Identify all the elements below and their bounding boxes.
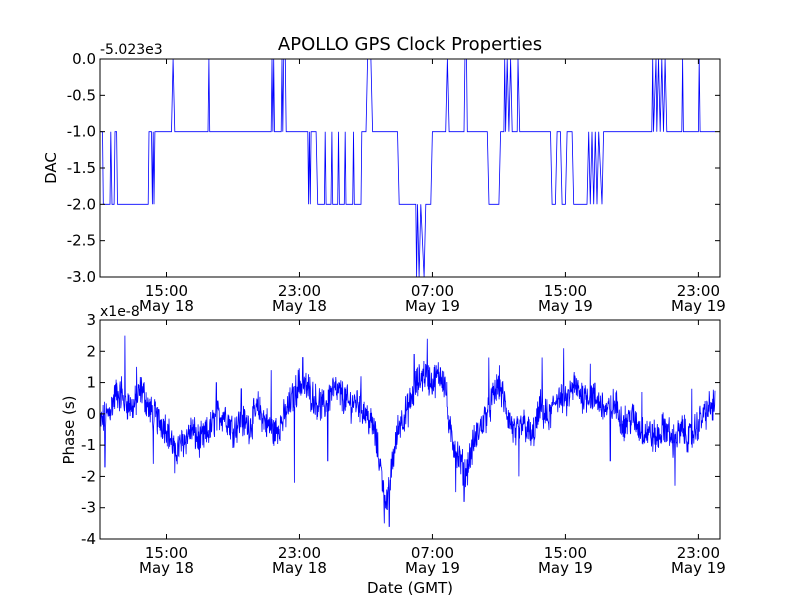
xtick-time-label: 07:00	[411, 544, 454, 562]
xtick-date-label: May 19	[538, 559, 593, 577]
bottom-offset-label: x1e-8	[100, 304, 140, 320]
chart-title: APOLLO GPS Clock Properties	[278, 34, 542, 55]
xtick-date-label: May 19	[538, 297, 593, 315]
xtick-date-label: May 19	[405, 559, 460, 577]
ytick-label: -1	[81, 436, 96, 454]
xtick-date-label: May 19	[671, 559, 726, 577]
ytick-label: 3	[86, 311, 96, 329]
xtick-time-label: 15:00	[145, 282, 188, 300]
top-plot: -5.023e3 DAC 0.0 -0.5 -1.0 -1.5 -2.0 -2.5 -3.0…	[42, 42, 726, 315]
ytick-label: -1.0	[67, 123, 96, 141]
top-offset-label: -5.023e3	[100, 42, 163, 58]
bottom-ylabel: Phase (s)	[60, 395, 78, 464]
ytick-label: -2.0	[67, 195, 96, 213]
ytick-label: 2	[86, 342, 96, 360]
xtick-time-label: 23:00	[278, 282, 321, 300]
ytick-label: -1.5	[67, 159, 96, 177]
ytick-label: -4	[81, 530, 96, 548]
xtick-date-label: May 19	[405, 297, 460, 315]
ytick-label: -2	[81, 467, 96, 485]
xtick-time-label: 07:00	[411, 282, 454, 300]
ytick-label: -3.0	[67, 268, 96, 286]
xtick-time-label: 23:00	[677, 282, 720, 300]
bottom-plot-frame	[99, 319, 721, 540]
xtick-date-label: May 19	[671, 297, 726, 315]
xtick-time-label: 23:00	[677, 544, 720, 562]
ytick-label: 1	[86, 374, 96, 392]
bottom-xlabel: Date (GMT)	[367, 579, 453, 597]
ytick-label: -0.5	[67, 86, 96, 104]
xtick-date-label: May 18	[139, 297, 194, 315]
xtick-time-label: 23:00	[278, 544, 321, 562]
dac-line	[100, 58, 715, 278]
xtick-date-label: May 18	[272, 559, 327, 577]
ytick-label: -2.5	[67, 232, 96, 250]
xtick-time-label: 15:00	[544, 544, 587, 562]
phase-line	[99, 335, 716, 527]
xtick-time-label: 15:00	[544, 282, 587, 300]
xtick-date-label: May 18	[272, 297, 327, 315]
phase-series	[99, 335, 716, 527]
dac-series	[100, 58, 715, 278]
xtick-date-label: May 18	[139, 559, 194, 577]
top-ylabel: DAC	[42, 152, 60, 184]
ytick-label: 0.0	[72, 50, 96, 68]
ytick-label: -3	[81, 499, 96, 517]
ytick-label: 0	[86, 405, 96, 423]
top-plot-frame	[99, 58, 721, 278]
xtick-time-label: 15:00	[145, 544, 188, 562]
